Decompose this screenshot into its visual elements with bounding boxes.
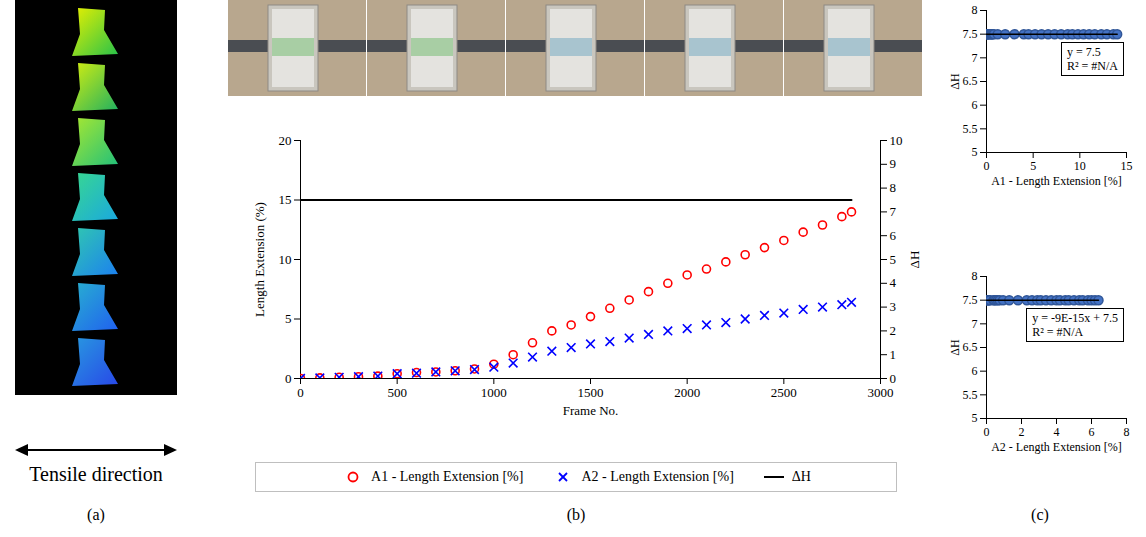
svg-text:4: 4 [890, 275, 897, 290]
svg-text:6.5: 6.5 [963, 74, 978, 88]
svg-text:7: 7 [972, 51, 978, 65]
html-text:ΔH: ΔH [791, 469, 811, 484]
svg-text:10: 10 [1074, 159, 1086, 173]
svg-text:7.5: 7.5 [963, 293, 978, 307]
html-text:A2 - Length Extension [%]: A2 - Length Extension [%] [581, 469, 734, 484]
html-text:(c): (c) [1031, 506, 1049, 523]
html-text:y = -9E-15x + 7.5: y = -9E-15x + 7.5 [1032, 311, 1118, 325]
html-text:y = 7.5: y = 7.5 [1067, 45, 1101, 59]
html-text:R² = #N/A: R² = #N/A [1032, 325, 1084, 339]
svg-text:Length Extension (%): Length Extension (%) [252, 202, 267, 317]
svg-text:8: 8 [972, 3, 978, 17]
svg-text:5: 5 [972, 411, 978, 425]
svg-text:0: 0 [297, 385, 304, 400]
svg-text:5: 5 [890, 252, 897, 267]
svg-text:ΔH: ΔH [907, 251, 922, 269]
svg-text:10: 10 [890, 133, 903, 148]
svg-text:8: 8 [1124, 425, 1130, 439]
svg-text:ΔH: ΔH [948, 339, 962, 356]
svg-text:10: 10 [279, 252, 292, 267]
svg-text:2000: 2000 [674, 385, 700, 400]
svg-text:2: 2 [890, 323, 897, 338]
svg-text:3: 3 [890, 299, 897, 314]
svg-text:9: 9 [890, 156, 897, 171]
svg-text:0: 0 [890, 371, 897, 386]
svg-text:8: 8 [890, 180, 897, 195]
svg-text:0: 0 [285, 371, 292, 386]
svg-text:5: 5 [285, 311, 292, 326]
svg-text:15: 15 [1121, 159, 1133, 173]
svg-text:0: 0 [984, 159, 990, 173]
svg-text:6: 6 [1089, 425, 1095, 439]
svg-text:1000: 1000 [481, 385, 507, 400]
svg-text:5: 5 [1030, 159, 1036, 173]
svg-text:6: 6 [972, 98, 978, 112]
svg-text:2: 2 [1019, 425, 1025, 439]
svg-text:Tensile direction: Tensile direction [29, 463, 163, 485]
svg-text:A2 - Length Extension [%]: A2 - Length Extension [%] [991, 440, 1122, 454]
svg-text:5.5: 5.5 [963, 122, 978, 136]
html-text:(a): (a) [87, 506, 105, 523]
svg-text:500: 500 [387, 385, 407, 400]
svg-text:7: 7 [890, 204, 897, 219]
svg-text:ΔH: ΔH [948, 73, 962, 90]
svg-text:6: 6 [890, 228, 897, 243]
svg-text:2500: 2500 [771, 385, 797, 400]
svg-text:5.5: 5.5 [963, 388, 978, 402]
html-text:(b): (b) [566, 506, 586, 523]
svg-text:20: 20 [279, 133, 292, 148]
svg-text:3000: 3000 [868, 385, 894, 400]
svg-text:1: 1 [890, 347, 897, 362]
svg-text:7.5: 7.5 [963, 27, 978, 41]
svg-text:6.5: 6.5 [963, 340, 978, 354]
svg-text:4: 4 [1054, 425, 1060, 439]
svg-text:A1 - Length Extension [%]: A1 - Length Extension [%] [991, 174, 1122, 188]
svg-text:8: 8 [972, 269, 978, 283]
svg-text:5: 5 [972, 145, 978, 159]
svg-text:Frame No.: Frame No. [563, 403, 619, 418]
svg-text:0: 0 [984, 425, 990, 439]
svg-text:1500: 1500 [578, 385, 604, 400]
svg-text:7: 7 [972, 317, 978, 331]
html-text:R² = #N/A: R² = #N/A [1067, 59, 1118, 73]
svg-text:15: 15 [279, 192, 292, 207]
svg-text:6: 6 [972, 364, 978, 378]
html-text:A1 - Length Extension [%]: A1 - Length Extension [%] [371, 469, 524, 484]
